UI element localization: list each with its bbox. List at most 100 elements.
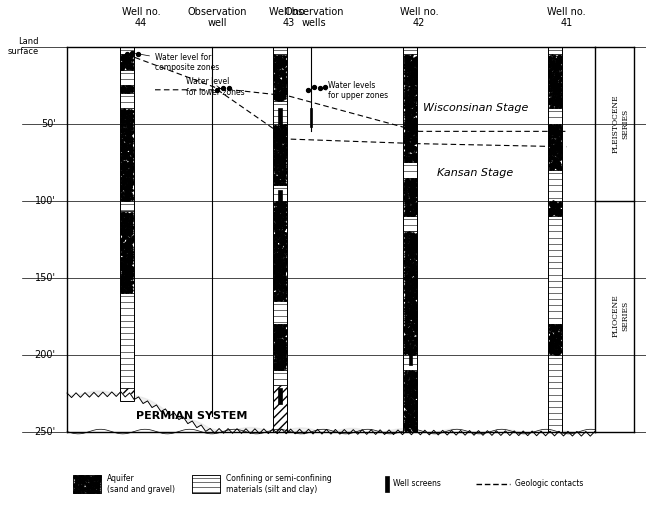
Point xyxy=(124,216,134,224)
Point xyxy=(270,259,280,267)
Point xyxy=(400,334,411,342)
Point xyxy=(78,478,88,486)
Point xyxy=(119,225,129,233)
Point xyxy=(86,478,97,486)
Point xyxy=(403,112,413,120)
Point xyxy=(544,161,554,169)
Point xyxy=(408,210,418,218)
Point xyxy=(120,174,131,182)
Point xyxy=(126,248,136,256)
Point xyxy=(116,215,126,223)
Point xyxy=(404,119,414,127)
Point xyxy=(546,348,556,357)
Point xyxy=(554,337,564,345)
Point xyxy=(400,97,411,105)
Point xyxy=(280,122,290,130)
Point xyxy=(278,77,288,85)
Point xyxy=(280,200,291,208)
Point xyxy=(400,143,410,152)
Point xyxy=(408,253,418,261)
Point xyxy=(277,328,287,336)
Point xyxy=(554,86,565,94)
Point xyxy=(548,60,558,68)
Point xyxy=(402,419,413,427)
Point xyxy=(401,265,411,273)
Point xyxy=(406,284,417,292)
Point xyxy=(269,280,280,288)
Point xyxy=(548,80,558,88)
Point xyxy=(407,246,417,255)
Point xyxy=(401,394,411,402)
Point xyxy=(401,100,411,108)
Point xyxy=(117,229,127,237)
Point xyxy=(555,57,566,65)
Point xyxy=(127,125,138,133)
Point xyxy=(411,70,421,78)
Point xyxy=(269,215,280,223)
Point xyxy=(270,274,280,282)
Point xyxy=(401,282,411,290)
Point xyxy=(88,485,99,493)
Point xyxy=(270,81,280,89)
Point xyxy=(276,207,286,215)
Point xyxy=(122,112,132,120)
Point xyxy=(408,233,419,241)
Point xyxy=(552,162,563,170)
Point xyxy=(275,162,285,170)
Point xyxy=(272,237,282,245)
Point xyxy=(126,287,136,295)
Point xyxy=(406,303,417,311)
Point xyxy=(123,141,133,149)
Point xyxy=(548,53,558,61)
Point xyxy=(402,58,413,66)
Point xyxy=(280,142,291,150)
Point xyxy=(554,323,564,331)
Point xyxy=(125,181,136,189)
Point xyxy=(276,85,287,93)
Point xyxy=(270,91,280,99)
Point xyxy=(83,487,94,495)
Point xyxy=(402,102,413,110)
Point xyxy=(88,479,98,487)
Point xyxy=(278,201,288,210)
Point xyxy=(275,223,285,231)
Point xyxy=(406,184,416,192)
Point xyxy=(547,139,557,147)
Point xyxy=(277,251,287,260)
Point xyxy=(269,167,280,175)
Point xyxy=(405,295,415,304)
Point xyxy=(552,348,562,357)
Point xyxy=(404,309,414,317)
Point xyxy=(272,166,283,174)
Point xyxy=(121,146,131,154)
Point xyxy=(273,322,283,330)
Point xyxy=(550,154,560,162)
Point xyxy=(270,333,280,341)
Point xyxy=(406,296,416,305)
Point xyxy=(545,66,555,74)
Point xyxy=(120,240,130,248)
Point xyxy=(82,482,92,490)
Point xyxy=(121,116,131,124)
Point xyxy=(124,144,134,152)
Point xyxy=(404,56,414,64)
Point xyxy=(401,297,411,306)
Point xyxy=(401,293,411,301)
Point xyxy=(79,485,89,493)
Point xyxy=(400,309,411,317)
Point xyxy=(276,283,287,291)
Point xyxy=(411,424,421,432)
Point xyxy=(404,331,415,339)
Point xyxy=(315,84,325,92)
Point xyxy=(407,280,417,288)
Point xyxy=(92,472,103,480)
Point xyxy=(276,69,287,77)
Point xyxy=(125,246,135,254)
Point xyxy=(269,74,280,82)
Point xyxy=(544,137,554,145)
Point xyxy=(402,343,412,351)
Point xyxy=(121,187,131,195)
Point xyxy=(125,186,135,194)
Point xyxy=(303,86,313,94)
Point xyxy=(404,302,415,310)
